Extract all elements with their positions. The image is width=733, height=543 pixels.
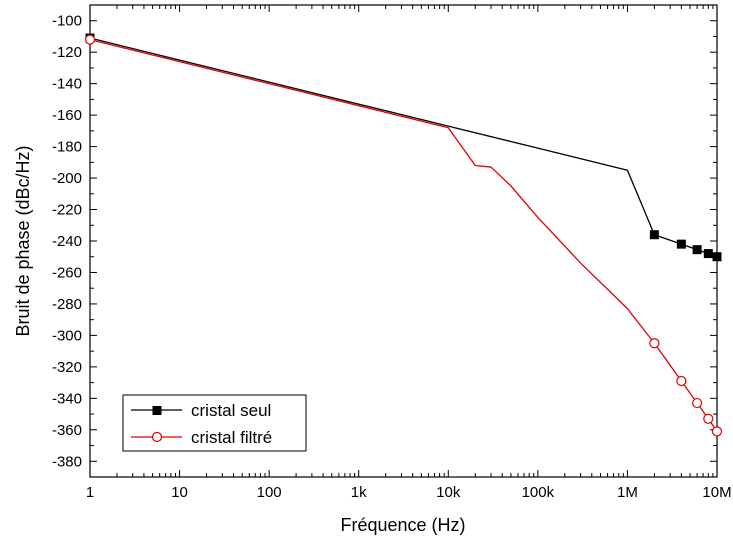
axis-ticks: 1 10 100 1k 10k 100k 1M 10M -100 -120 -140 -160 -180… xyxy=(52,4,732,501)
y-tick-label: -260 xyxy=(52,264,82,281)
y-tick-label: -180 xyxy=(52,139,82,156)
legend-label-series-1: cristal filtré xyxy=(191,428,272,447)
x-tick-label: 100 xyxy=(257,484,282,501)
series-markers xyxy=(84,33,723,437)
series-0-point-3 xyxy=(692,245,702,255)
y-tick-label: -200 xyxy=(52,170,82,187)
y-tick-label: -320 xyxy=(52,359,82,376)
series-1-point-2 xyxy=(676,375,687,387)
y-tick-label: -140 xyxy=(52,76,82,93)
y-tick-label: -300 xyxy=(52,327,82,344)
x-tick-label: 1 xyxy=(86,484,94,501)
y-tick-label: -100 xyxy=(52,13,82,30)
y-tick-label: -240 xyxy=(52,233,82,250)
x-axis-title: Fréquence (Hz) xyxy=(340,515,465,535)
y-tick-label: -340 xyxy=(52,390,82,407)
x-tick-label: 10k xyxy=(436,484,461,501)
series-1-point-4 xyxy=(703,413,714,424)
legend-marker-series-1 xyxy=(151,431,163,443)
series-0-point-2 xyxy=(676,239,686,249)
series-1-point-1 xyxy=(649,338,660,349)
legend-box xyxy=(122,394,307,452)
x-tick-label: 10M xyxy=(702,484,731,501)
x-tick-label: 1M xyxy=(617,484,638,501)
x-tick-label: 100k xyxy=(522,484,555,501)
series-1-point-3 xyxy=(692,397,703,409)
series-0-point-5 xyxy=(712,252,722,262)
y-axis-title: Bruit de phase (dBc/Hz) xyxy=(13,145,33,336)
x-tick-label: 1k xyxy=(351,484,367,501)
x-tick-label: 10 xyxy=(171,484,188,501)
y-tick-label: -280 xyxy=(52,296,82,313)
legend-label-series-0: cristal seul xyxy=(191,401,271,420)
y-tick-label: -120 xyxy=(52,44,82,61)
legend: cristal seul cristal filtré xyxy=(122,394,307,452)
y-tick-label: -220 xyxy=(52,202,82,219)
y-tick-label: -380 xyxy=(52,453,82,470)
series-0-point-1 xyxy=(649,230,659,240)
legend-marker-series-0 xyxy=(152,406,162,415)
series-1-point-0 xyxy=(84,34,96,45)
series-line-1 xyxy=(89,38,718,432)
series-0-point-4 xyxy=(703,249,713,259)
y-tick-label: -360 xyxy=(52,422,82,439)
series-1-point-5 xyxy=(711,426,723,437)
y-tick-label: -160 xyxy=(52,107,82,124)
